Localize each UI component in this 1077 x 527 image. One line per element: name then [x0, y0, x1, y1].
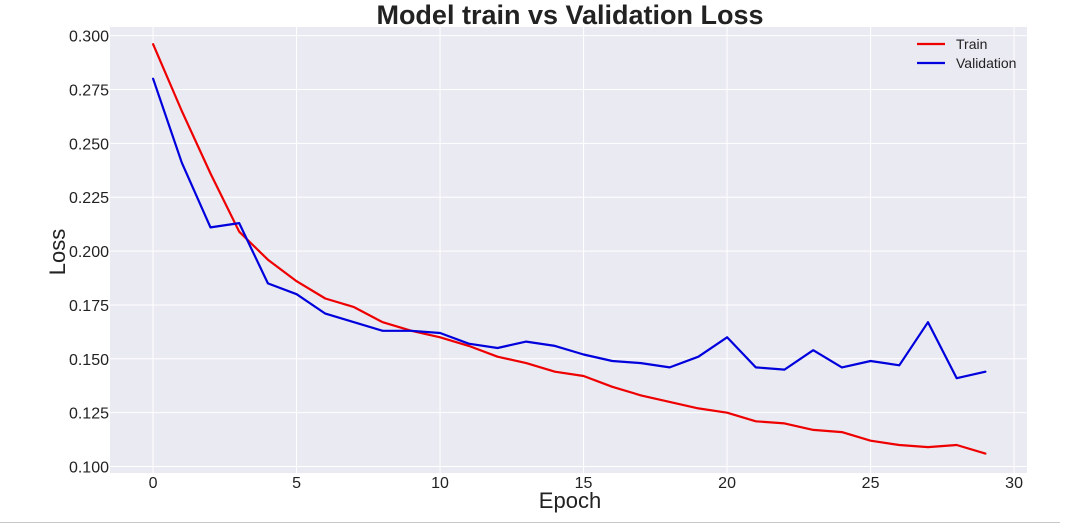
x-tick-label: 5 [292, 475, 301, 492]
y-tick-label: 0.300 [69, 29, 109, 46]
y-axis-ticks: 0.100 0.125 0.150 0.175 0.200 0.225 0.250 0.275… [69, 29, 109, 477]
y-tick-label: 0.100 [69, 460, 109, 477]
series-line-validation [152, 77, 987, 380]
x-axis-label: Epoch [539, 488, 601, 513]
y-tick-label: 0.200 [69, 244, 109, 261]
y-tick-label: 0.125 [69, 406, 109, 423]
y-tick-label: 0.275 [69, 82, 109, 99]
x-tick-label: 20 [718, 475, 736, 492]
x-tick-label: 10 [431, 475, 449, 492]
series-group [152, 43, 987, 455]
series-line-train [152, 43, 987, 455]
legend: Train Validation [917, 36, 1016, 71]
x-tick-label: 0 [149, 475, 158, 492]
grid [110, 27, 1027, 473]
x-axis-ticks: 0 5 10 15 20 25 30 [149, 475, 1023, 492]
legend-label-validation: Validation [956, 55, 1016, 71]
y-tick-label: 0.150 [69, 352, 109, 369]
y-tick-label: 0.250 [69, 136, 109, 153]
x-tick-label: 15 [575, 475, 593, 492]
chart-title: Model train vs Validation Loss [376, 0, 763, 30]
plot-area [110, 27, 1027, 473]
y-tick-label: 0.175 [69, 298, 109, 315]
legend-label-train: Train [956, 36, 987, 52]
x-tick-label: 30 [1005, 475, 1023, 492]
y-axis-label: Loss [45, 229, 70, 275]
bottom-divider [0, 522, 1060, 523]
x-tick-label: 25 [862, 475, 880, 492]
y-tick-label: 0.225 [69, 190, 109, 207]
